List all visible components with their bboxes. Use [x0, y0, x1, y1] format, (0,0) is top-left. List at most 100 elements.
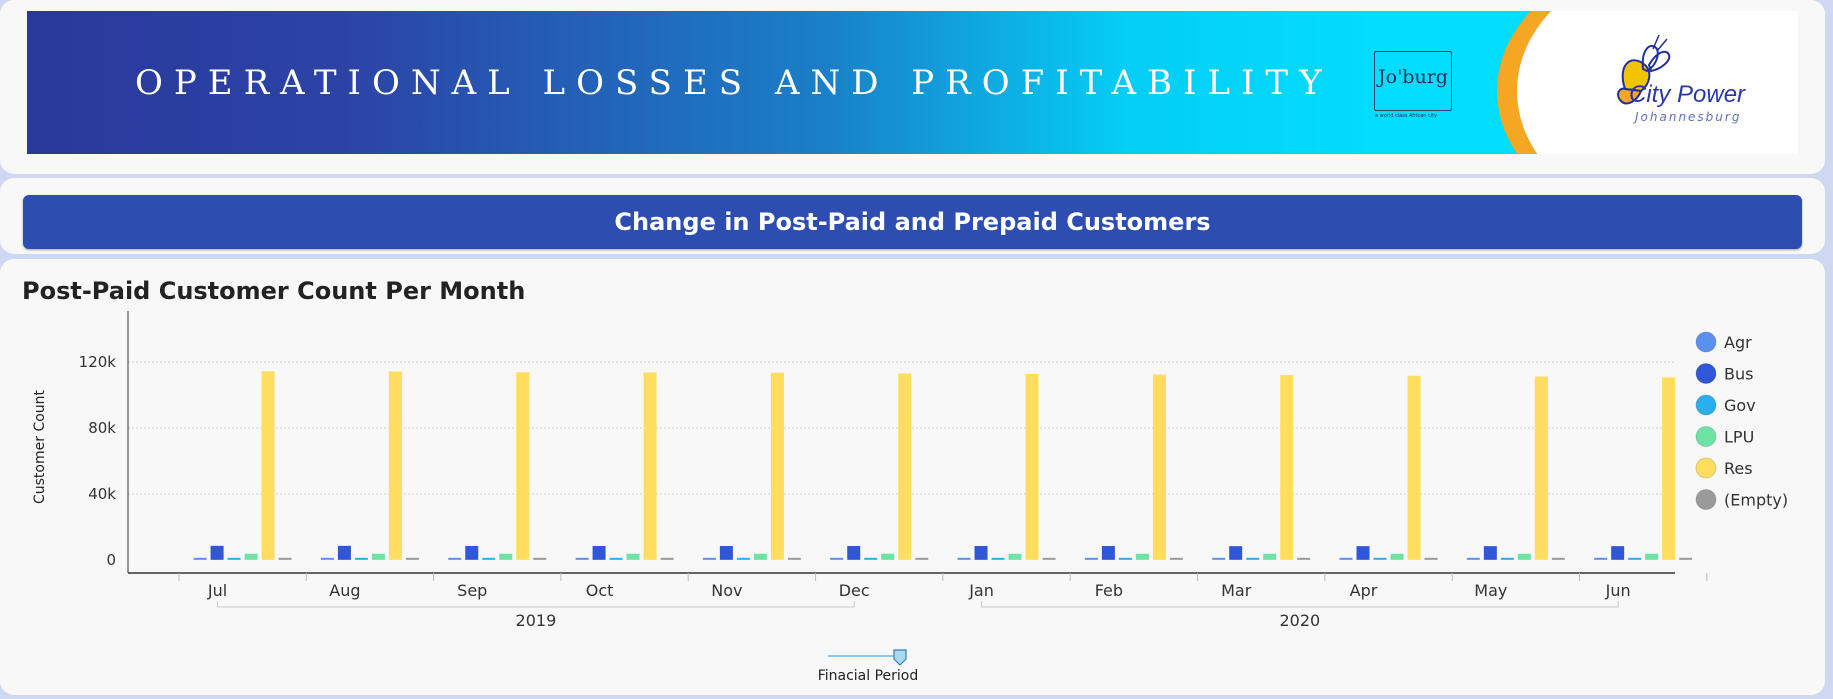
axis-layer: 0 40k 80k 120k Customer Count Jul Aug Sep Oct Nov… [32, 311, 1708, 630]
legend-swatch [1695, 363, 1717, 384]
x-tick-label: Jun [1605, 581, 1631, 600]
legend-label: Res [1724, 459, 1753, 478]
bar-agr-may [1466, 557, 1480, 560]
bar-res-apr [1407, 375, 1421, 560]
bar-lpu-dec [881, 553, 895, 560]
legend-swatch [1695, 426, 1717, 447]
bar-res-mar [1280, 375, 1294, 560]
bar-gov-jun [1628, 557, 1642, 560]
bar-gov-dec [864, 557, 878, 560]
bar-empty-jul [278, 557, 292, 560]
x-tick-label: Oct [586, 581, 614, 600]
bar-bus-feb [1101, 545, 1115, 560]
banner-panel: OPERATIONAL LOSSES AND PROFITABILITY Jo'… [0, 0, 1825, 174]
bar-res-aug [388, 371, 402, 560]
bar-bus-dec [847, 545, 861, 560]
year-bracket [217, 601, 855, 608]
bar-lpu-jun [1645, 553, 1659, 560]
bar-gov-nov [736, 557, 750, 560]
bar-res-dec [898, 373, 912, 560]
x-tick-label: Jan [968, 581, 994, 600]
bar-res-feb [1152, 374, 1166, 560]
x-tick-label: Aug [329, 581, 360, 600]
bar-gov-jul [227, 557, 241, 560]
bar-gov-jan [991, 557, 1005, 560]
bar-bus-jul [210, 545, 224, 560]
year-label: 2019 [516, 611, 557, 630]
legend: Agr Bus Gov LPU Res (Empty) [1695, 331, 1788, 510]
x-tick-label: Mar [1221, 581, 1252, 600]
y-tick-label: 40k [88, 485, 116, 503]
y-tick-label: 0 [106, 551, 116, 569]
bar-agr-sep [448, 557, 462, 560]
legend-swatch [1695, 331, 1717, 353]
city-power-butterfly-icon [1617, 34, 1671, 105]
bar-empty-jan [1042, 557, 1056, 560]
period-slider: Finacial Period [818, 649, 919, 684]
bar-res-sep [516, 372, 530, 560]
x-tick-label: Jul [207, 581, 227, 600]
bar-res-jul [261, 371, 275, 560]
bar-lpu-jul [244, 553, 258, 560]
banner-swoosh-white [1517, 11, 1798, 154]
bar-gov-sep [482, 557, 496, 560]
bar-empty-may [1551, 557, 1565, 560]
joburg-logo-text: Jo'burg [1378, 66, 1448, 88]
bar-lpu-apr [1390, 553, 1404, 560]
bar-res-jun [1662, 377, 1676, 560]
bar-empty-mar [1297, 557, 1311, 560]
bar-agr-aug [320, 557, 334, 560]
bar-bus-aug [337, 545, 351, 560]
bar-gov-aug [354, 557, 368, 560]
legend-swatch [1695, 489, 1717, 510]
slider-handle-icon[interactable] [893, 649, 907, 666]
year-bracket [981, 601, 1619, 608]
bar-lpu-jan [1008, 553, 1022, 560]
legend-swatch [1695, 457, 1717, 479]
bar-lpu-mar [1263, 553, 1277, 560]
year-label: 2020 [1279, 611, 1320, 630]
bar-bus-nov [719, 545, 733, 560]
bar-bus-mar [1229, 546, 1243, 560]
slider-label: Finacial Period [818, 668, 919, 684]
section-header: Change in Post-Paid and Prepaid Customer… [23, 195, 1802, 249]
bar-gov-oct [609, 557, 623, 560]
bar-agr-feb [1084, 557, 1098, 560]
bar-agr-mar [1212, 557, 1226, 560]
bar-gov-apr [1373, 557, 1387, 560]
bar-empty-jun [1679, 557, 1693, 560]
bar-layer [193, 371, 1693, 560]
bar-bus-oct [592, 545, 606, 560]
x-tick-label: Nov [711, 581, 742, 600]
bar-lpu-sep [499, 553, 513, 560]
bar-empty-sep [533, 557, 547, 560]
bar-empty-feb [1169, 557, 1183, 560]
bar-chart: 0 40k 80k 120k Customer Count Jul Aug Sep Oct Nov… [32, 311, 1788, 684]
x-tick-label: Feb [1095, 581, 1123, 600]
bar-agr-oct [575, 557, 589, 560]
bar-lpu-feb [1135, 553, 1149, 560]
bar-gov-feb [1118, 557, 1132, 560]
legend-label: LPU [1724, 428, 1754, 447]
banner: OPERATIONAL LOSSES AND PROFITABILITY Jo'… [27, 11, 1798, 154]
bar-res-nov [770, 372, 784, 560]
x-tick-label: May [1474, 581, 1507, 600]
legend-label: Bus [1724, 365, 1753, 384]
bar-bus-jan [974, 545, 988, 560]
bar-empty-oct [660, 557, 674, 560]
city-power-name: City Power [1629, 81, 1746, 108]
bar-bus-sep [465, 545, 479, 560]
banner-title: OPERATIONAL LOSSES AND PROFITABILITY [135, 63, 1333, 103]
section-header-panel: Change in Post-Paid and Prepaid Customer… [0, 178, 1825, 254]
bar-bus-apr [1356, 546, 1370, 560]
legend-swatch [1695, 394, 1717, 416]
bar-lpu-oct [626, 553, 640, 560]
bar-agr-jul [193, 557, 207, 560]
bar-agr-apr [1339, 557, 1353, 560]
bar-agr-nov [702, 557, 716, 560]
bar-res-may [1534, 376, 1548, 560]
bar-lpu-nov [753, 553, 767, 560]
bar-agr-jun [1594, 557, 1608, 560]
bar-empty-nov [787, 557, 801, 560]
y-axis-label: Customer Count [32, 389, 48, 504]
